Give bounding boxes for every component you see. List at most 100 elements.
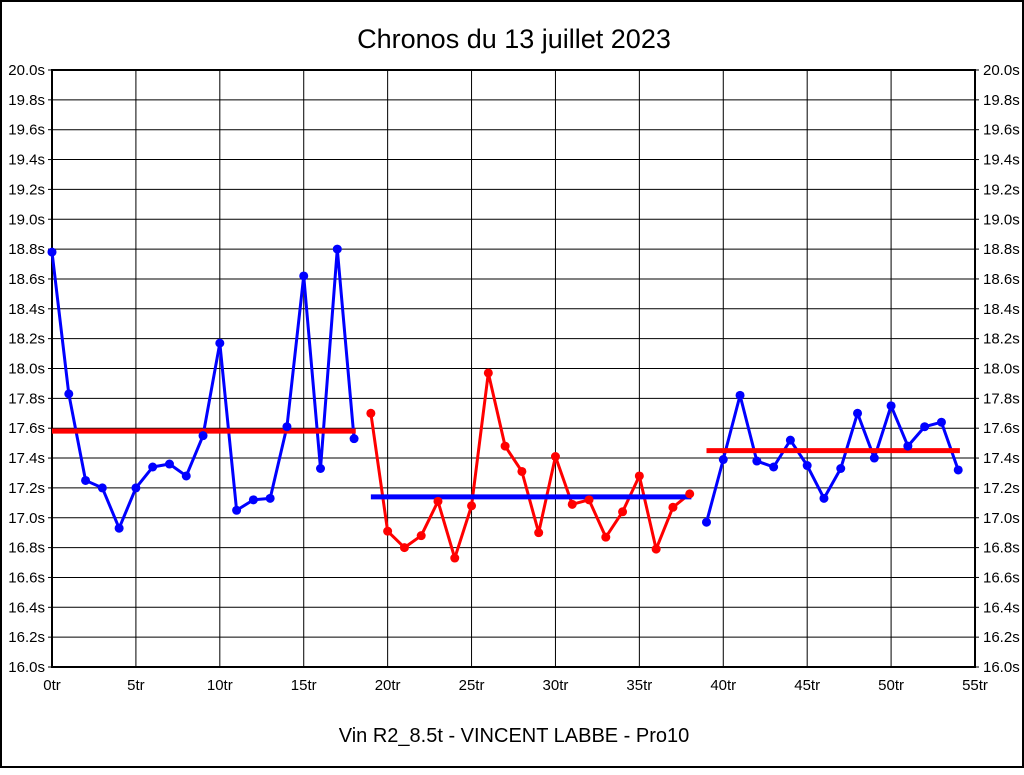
relais-2-red-data-point xyxy=(450,553,460,563)
relais-3-blue-data-point xyxy=(853,408,863,418)
y-axis-label-left: 16.0s xyxy=(8,659,45,676)
y-axis-label-left: 17.8s xyxy=(8,390,45,407)
x-axis-label: 10tr xyxy=(207,677,233,694)
relais-1-blue-data-point xyxy=(198,431,208,441)
relais-2-red-data-point xyxy=(467,501,477,511)
x-axis-label: 50tr xyxy=(878,677,904,694)
y-axis-label-left: 16.6s xyxy=(8,569,45,586)
chart-caption: Vin R2_8.5t - VINCENT LABBE - Pro10 xyxy=(339,725,690,747)
relais-1-blue-line xyxy=(50,247,356,530)
relais-2-red-data-point xyxy=(584,495,594,505)
relais-2-red-data-point xyxy=(534,528,544,538)
y-axis-label-left: 17.2s xyxy=(8,480,45,497)
y-axis-label-left: 19.8s xyxy=(8,92,45,109)
y-axis-label-right: 19.4s xyxy=(983,152,1020,169)
relais-3-blue-data-point xyxy=(701,517,711,527)
relais-2-red-data-point xyxy=(416,531,426,541)
relais-2-red-data-point xyxy=(601,532,611,542)
x-axis-label: 55tr xyxy=(962,677,988,694)
y-axis-label-right: 16.8s xyxy=(983,540,1020,557)
relais-3-blue-data-point xyxy=(886,401,896,411)
plot-border xyxy=(51,69,976,668)
relais-2-red-data-point xyxy=(567,499,577,509)
x-axis-label: 35tr xyxy=(626,677,652,694)
y-axis-label-left: 17.6s xyxy=(8,420,45,437)
relais-3-blue-data-point xyxy=(718,455,728,465)
relais-1-blue-data-point xyxy=(81,475,91,485)
relais-2-red-data-point xyxy=(651,544,661,554)
relais-1-blue-data-point xyxy=(114,523,124,533)
relais-3-blue-data-point xyxy=(752,456,762,466)
relais-1-blue-data-point xyxy=(131,483,141,493)
x-axis-label: 40tr xyxy=(710,677,736,694)
relais-2-red-data-point xyxy=(668,502,678,512)
relais-3-blue-data-point xyxy=(936,417,946,427)
relais-1-blue-data-point xyxy=(316,463,326,473)
relais-1-blue-data-point xyxy=(232,505,242,515)
relais-1-blue-data-point xyxy=(248,495,258,505)
relais-2-red-data-point xyxy=(618,507,628,517)
y-axis-label-right: 20.0s xyxy=(983,62,1020,79)
relais-2-red-data-point xyxy=(383,526,393,536)
relais-1-blue-data-point xyxy=(282,422,292,432)
x-axis-label: 5tr xyxy=(127,677,145,694)
y-axis-label-right: 18.0s xyxy=(983,361,1020,378)
y-axis-label-right: 19.2s xyxy=(983,181,1020,198)
y-axis-label-left: 17.0s xyxy=(8,510,45,527)
y-axis-label-right: 18.2s xyxy=(983,331,1020,348)
y-axis-label-left: 19.4s xyxy=(8,152,45,169)
relais-3-blue-data-point xyxy=(735,390,745,400)
relais-2-red-data-point xyxy=(517,466,527,476)
relais-3-blue-line xyxy=(704,393,960,524)
plot-area: 20.0s 20.0s 19.8s 19.8s 19.6s 19.6s 19.4s 19.4s… xyxy=(8,62,1019,694)
y-axis-label-right: 19.8s xyxy=(983,92,1020,109)
y-axis-label-right: 17.0s xyxy=(983,510,1020,527)
y-axis-label-left: 16.4s xyxy=(8,599,45,616)
relais-2-red-data-point xyxy=(433,496,443,506)
relais-1-blue-data-point xyxy=(47,247,57,257)
relais-3-blue-data-point xyxy=(920,422,930,432)
y-axis-label-left: 20.0s xyxy=(8,62,45,79)
relais-1-blue-data-point xyxy=(64,389,74,399)
y-axis-label-left: 18.0s xyxy=(8,361,45,378)
relais-1-blue-data-point xyxy=(332,244,342,254)
x-axis-label: 20tr xyxy=(375,677,401,694)
y-axis-label-right: 17.6s xyxy=(983,420,1020,437)
relais-2-red-data-point xyxy=(500,441,510,451)
y-axis-label-right: 17.8s xyxy=(983,390,1020,407)
y-axis-label-left: 19.6s xyxy=(8,122,45,139)
relais-2-red-data-point xyxy=(685,489,695,499)
y-axis-label-left: 16.8s xyxy=(8,540,45,557)
relais-3-blue-data-point xyxy=(819,493,829,503)
y-axis-label-left: 18.4s xyxy=(8,301,45,318)
relais-3-blue-data-point xyxy=(903,441,913,451)
y-axis-label-left: 18.2s xyxy=(8,331,45,348)
y-axis-label-left: 19.0s xyxy=(8,211,45,228)
relais-3-blue-data-point xyxy=(836,463,846,473)
relais-1-blue-data-point xyxy=(265,493,275,503)
x-axis-label: 25tr xyxy=(459,677,485,694)
relais-2-red-data-point xyxy=(550,452,560,462)
relais-2-red-line xyxy=(369,371,692,560)
y-axis-label-left: 19.2s xyxy=(8,181,45,198)
relais-2-red-data-point xyxy=(399,543,409,553)
relais-1-blue-data-point xyxy=(97,483,107,493)
y-axis-label-right: 17.2s xyxy=(983,480,1020,497)
chart-title: Chronos du 13 juillet 2023 xyxy=(357,24,671,54)
y-axis-label-left: 18.6s xyxy=(8,271,45,288)
relais-1-blue-data-point xyxy=(215,338,225,348)
relais-1-blue-data-point xyxy=(148,462,158,472)
y-axis-label-left: 17.4s xyxy=(8,450,45,467)
relais-1-blue-data-point xyxy=(349,434,359,444)
relais-2-red-data-point xyxy=(366,408,376,418)
x-axis-label: 15tr xyxy=(291,677,317,694)
y-axis-label-right: 18.8s xyxy=(983,241,1020,258)
y-axis-label-right: 16.6s xyxy=(983,569,1020,586)
relais-2-red-data-point xyxy=(634,471,644,481)
x-axis-label: 45tr xyxy=(794,677,820,694)
y-axis-label-left: 18.8s xyxy=(8,241,45,258)
relais-1-blue-data-point xyxy=(181,471,191,481)
y-axis-label-right: 16.0s xyxy=(983,659,1020,676)
